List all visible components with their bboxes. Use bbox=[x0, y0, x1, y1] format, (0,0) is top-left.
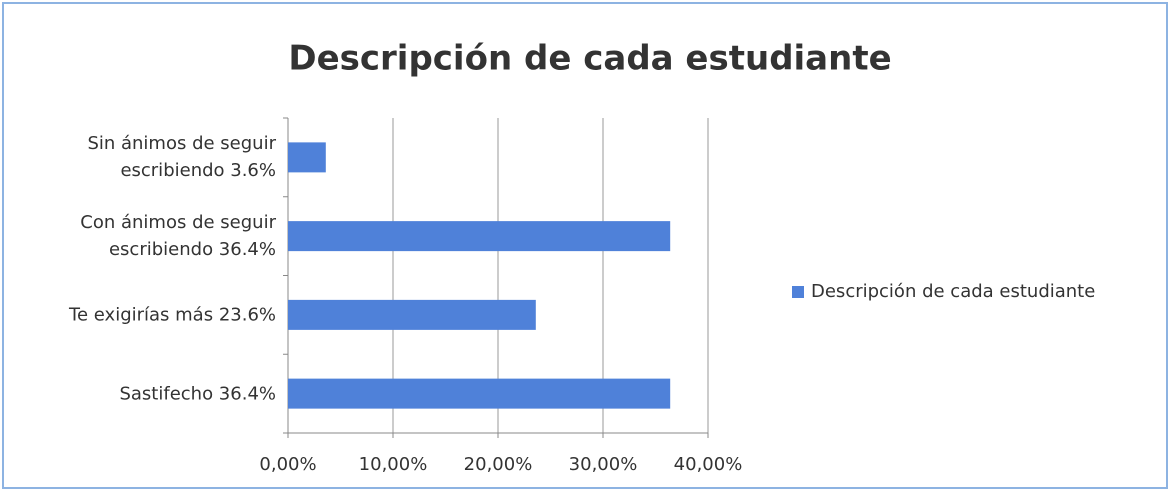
bar bbox=[288, 299, 536, 330]
y-tick-label: Con ánimos de seguir escribiendo 36.4% bbox=[80, 212, 276, 261]
y-tick-label: Te exigirías más 23.6% bbox=[69, 304, 276, 326]
y-tick-label: Sin ánimos de seguir escribiendo 3.6% bbox=[87, 133, 276, 182]
chart-title: Descripción de cada estudiante bbox=[288, 39, 891, 79]
x-tick-label: 30,00% bbox=[569, 454, 638, 475]
x-tick-label: 40,00% bbox=[674, 454, 743, 475]
legend-swatch bbox=[792, 286, 804, 298]
bar bbox=[288, 221, 671, 252]
x-tick-label: 0,00% bbox=[259, 454, 316, 475]
x-tick-label: 20,00% bbox=[464, 454, 533, 475]
legend-label: Descripción de cada estudiante bbox=[811, 281, 1095, 302]
bar bbox=[288, 378, 671, 409]
x-tick-label: 10,00% bbox=[359, 454, 428, 475]
bar bbox=[288, 142, 326, 173]
y-tick-label: Sastifecho 36.4% bbox=[119, 383, 276, 405]
